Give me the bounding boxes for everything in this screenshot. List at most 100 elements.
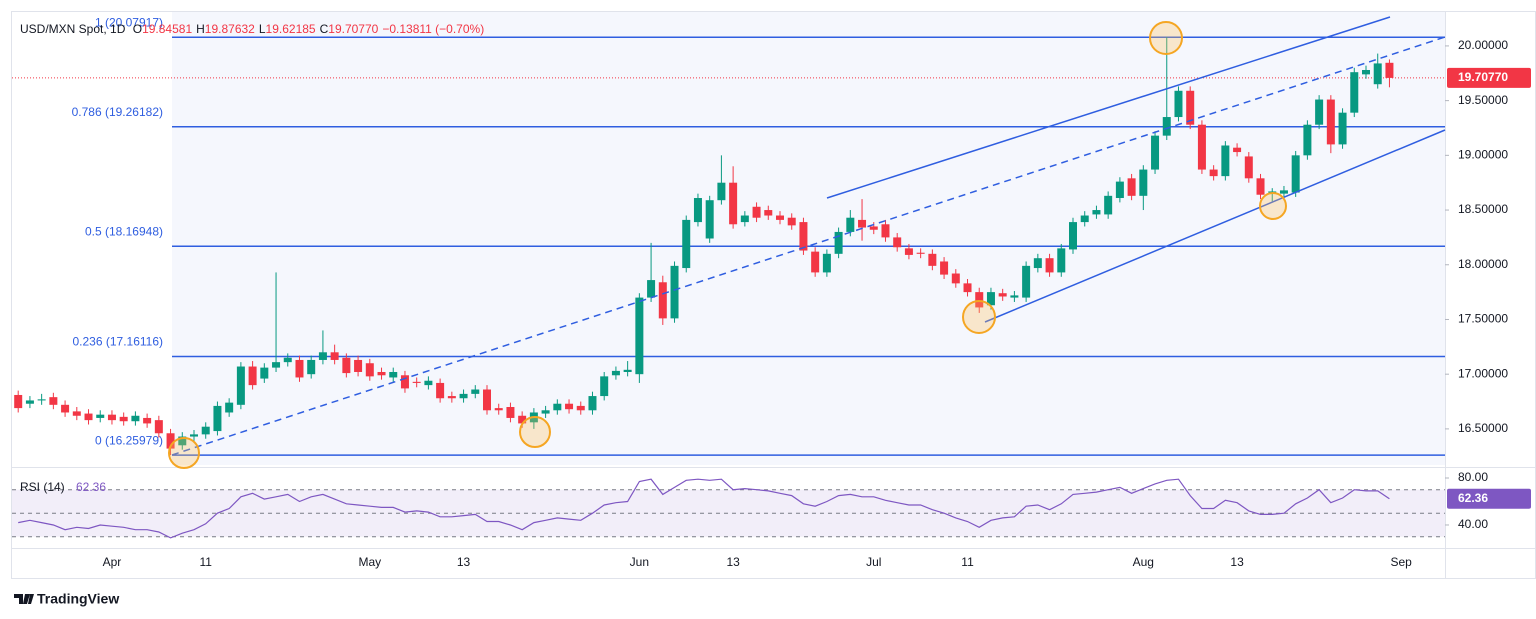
candle-body: [565, 403, 574, 410]
candle-body: [1279, 190, 1288, 194]
candle-body: [307, 359, 316, 375]
ohlc-value: 19.87632: [204, 22, 255, 36]
fib-label: 0.5 (18.16948): [85, 224, 163, 238]
candle-body: [1069, 222, 1077, 250]
channel-lower: [984, 129, 1446, 323]
candle-body: [740, 215, 749, 223]
candle-body: [1197, 124, 1206, 170]
x-tick-label: Jul: [866, 555, 881, 569]
candle-body: [1127, 178, 1136, 196]
candle-body: [330, 352, 339, 360]
y-tick-label: 80.00: [1458, 470, 1488, 484]
candle-body: [951, 273, 960, 284]
candle-body: [787, 217, 796, 226]
candle-body: [647, 280, 656, 298]
candle-body: [365, 363, 374, 377]
candle-body: [131, 415, 140, 422]
branding: TradingView: [37, 591, 119, 607]
candle-body: [143, 417, 152, 424]
channel-upper: [826, 16, 1391, 199]
last-price-box: [1447, 67, 1531, 88]
candle-body: [1233, 147, 1242, 153]
candle-body: [190, 434, 198, 437]
candle-body: [1362, 69, 1370, 75]
candle-body: [940, 261, 949, 275]
candle-body: [201, 426, 210, 435]
candle-body: [576, 405, 585, 411]
candle-body: [729, 182, 738, 225]
candle-body: [1221, 145, 1230, 177]
last-price-label: 19.70770: [1458, 70, 1508, 84]
fib-label: 1 (20.07917): [95, 15, 163, 29]
candle-body: [14, 394, 23, 409]
candle-body: [119, 416, 128, 422]
candle-body: [693, 198, 702, 223]
candle-body: [928, 253, 937, 266]
candle-body: [248, 366, 257, 386]
candle-body: [1373, 63, 1382, 85]
candle-body: [471, 389, 480, 394]
candle-body: [1022, 265, 1031, 298]
candle-body: [400, 375, 409, 389]
candle-body: [858, 219, 867, 228]
y-tick-label: 17.00000: [1458, 366, 1508, 380]
candle-body: [986, 292, 995, 306]
x-tick-label: May: [358, 555, 381, 569]
x-tick-label: 13: [1230, 555, 1244, 569]
rsi-value-label: 62.36: [1458, 491, 1488, 505]
x-tick-label: 13: [457, 555, 471, 569]
candle-body: [1303, 124, 1312, 156]
candle-body: [904, 248, 913, 255]
candle-body: [1104, 195, 1113, 215]
candle-body: [213, 405, 222, 432]
candle-body: [1033, 258, 1042, 269]
candle-body: [1162, 117, 1171, 136]
candle-body: [705, 200, 714, 239]
candle-body: [611, 370, 620, 376]
candle-body: [272, 362, 281, 368]
candle-body: [494, 408, 503, 411]
candle-body: [49, 397, 58, 405]
candle-body: [25, 400, 34, 404]
candle-body: [436, 382, 445, 399]
candle-body: [893, 237, 902, 248]
x-tick-label: Apr: [103, 555, 122, 569]
candle-body: [799, 222, 808, 251]
highlight-circle: [168, 437, 200, 469]
candle-body: [84, 413, 93, 421]
ohlc-key: H: [196, 22, 205, 36]
highlight-circle: [962, 300, 996, 334]
candle-body: [1315, 99, 1324, 125]
drawings: [168, 16, 1446, 469]
candle-body: [377, 371, 386, 376]
candle-body: [553, 403, 562, 411]
candle-body: [1174, 90, 1183, 118]
candle-body: [752, 206, 761, 218]
legend-value: 62.36: [76, 480, 106, 494]
candle-body: [1092, 210, 1101, 215]
candle-body: [1244, 156, 1253, 179]
candle-body: [881, 224, 890, 238]
ohlc-key: C: [319, 22, 329, 36]
candle-body: [283, 357, 292, 363]
candle-body: [623, 369, 632, 372]
candles: [14, 37, 1394, 539]
candle-body: [822, 253, 831, 273]
candle-body: [541, 410, 550, 414]
y-tick-label: 20.00000: [1458, 38, 1508, 52]
fib-area: [172, 12, 1445, 465]
candle-body: [811, 251, 820, 273]
candle-body: [682, 219, 691, 269]
candle-body: [1385, 62, 1394, 78]
trend-dashed: [171, 36, 1446, 456]
candle-body: [1045, 258, 1054, 273]
x-tick-label: Jun: [630, 555, 649, 569]
candle-body: [1338, 112, 1347, 145]
candle-body: [354, 359, 363, 372]
candle-body: [447, 396, 456, 399]
candle-body: [389, 371, 398, 378]
y-tick-label: 18.50000: [1458, 202, 1508, 216]
rsi-line: [18, 478, 1390, 539]
candle-body: [318, 352, 327, 360]
candle-body: [260, 367, 269, 379]
